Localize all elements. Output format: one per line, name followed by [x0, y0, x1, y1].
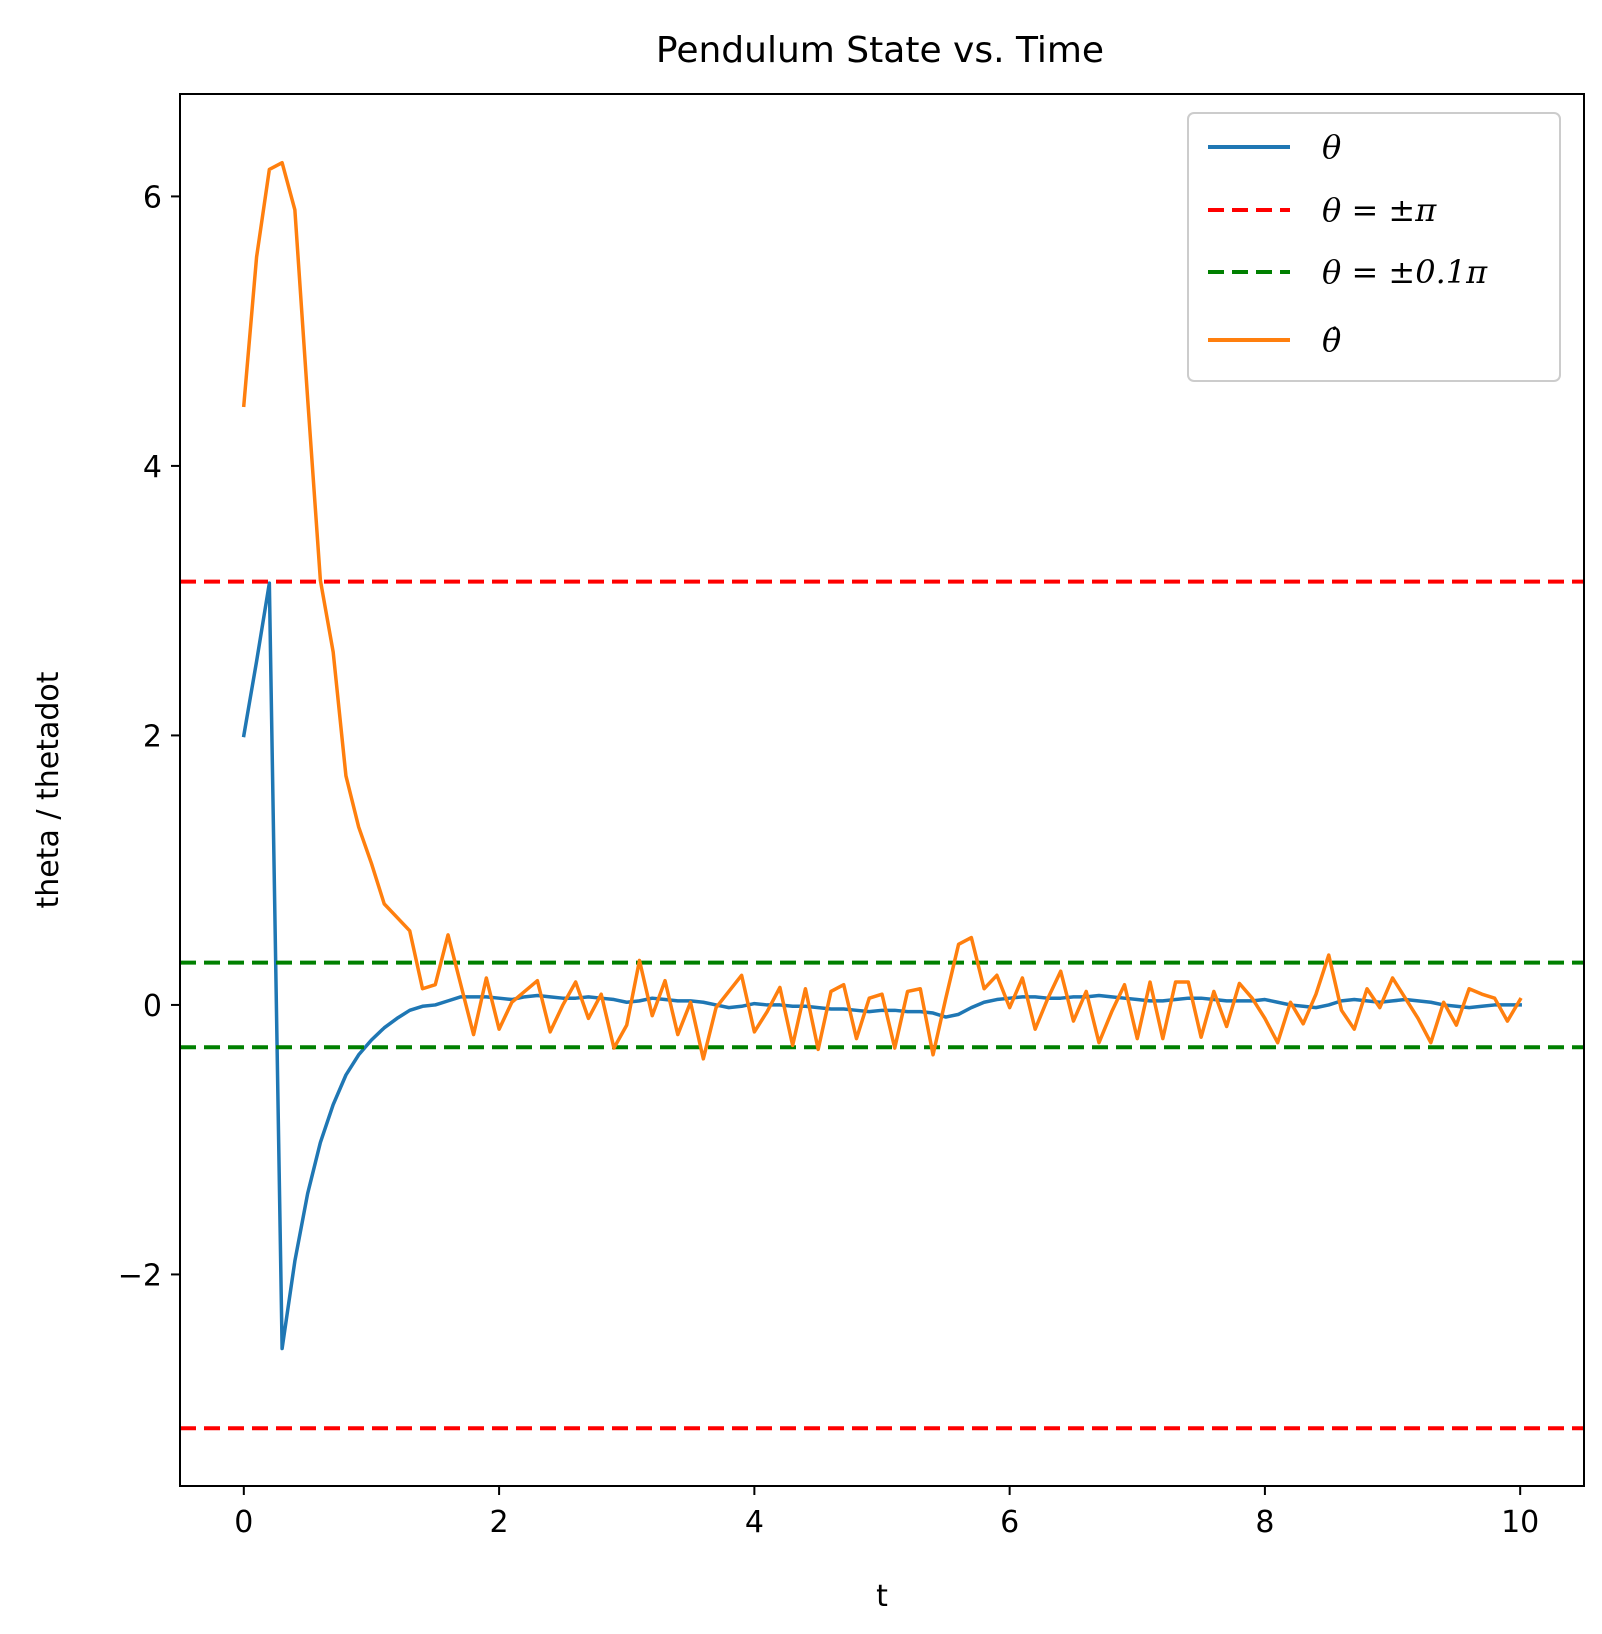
legend-label-2: θ = ±0.1π: [1322, 253, 1488, 291]
y-tick-label: −2: [118, 1258, 162, 1293]
legend-box: [1187, 112, 1561, 382]
x-tick-label: 8: [1255, 1505, 1274, 1540]
x-tick-label: 0: [234, 1505, 253, 1540]
y-tick-label: 0: [143, 989, 162, 1024]
x-tick-label: 6: [1000, 1505, 1019, 1540]
y-tick-label: 6: [143, 180, 162, 215]
x-axis-label: t: [876, 1579, 888, 1614]
legend-label-1: θ = ±π: [1322, 191, 1437, 229]
x-tick-label: 2: [490, 1505, 509, 1540]
y-axis-label: theta / thetadot: [31, 671, 66, 908]
x-tick-label: 4: [745, 1505, 764, 1540]
series-line-3: [241, 160, 1523, 1061]
legend: θ θ = ±π θ = ±0.1π θ̇: [1187, 112, 1561, 382]
plot-area: [180, 160, 1584, 1431]
y-tick-label: 2: [143, 719, 162, 754]
series-line-0: [241, 581, 1522, 1351]
legend-label-3: θ̇: [1322, 321, 1341, 359]
chart-title: Pendulum State vs. Time: [656, 30, 1104, 71]
legend-label-0: θ: [1322, 128, 1341, 166]
axes-frame: [179, 93, 1585, 1487]
tick-layer: 0 2 4 6 8 10 −2 0 2 4 6: [118, 180, 1540, 1540]
x-tick-label: 10: [1501, 1505, 1539, 1540]
y-tick-label: 4: [143, 450, 162, 485]
